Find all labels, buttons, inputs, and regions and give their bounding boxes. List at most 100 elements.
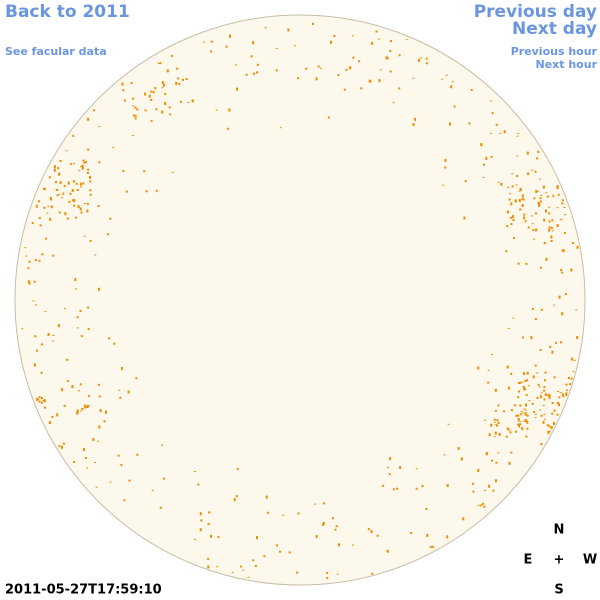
facula <box>556 186 559 190</box>
facula <box>279 127 282 129</box>
back-link[interactable]: Back to 2011 <box>5 2 130 22</box>
facula <box>215 109 218 111</box>
facula <box>543 218 546 222</box>
facula <box>62 192 65 195</box>
facula <box>382 484 385 487</box>
facula <box>108 337 111 340</box>
facula <box>551 219 554 222</box>
next-hour-link[interactable]: Next hour <box>536 58 598 71</box>
compass-center: + <box>554 553 565 568</box>
facula <box>539 200 542 203</box>
facula <box>530 215 533 217</box>
facula <box>533 411 536 413</box>
facula <box>450 85 453 89</box>
facula <box>95 486 98 488</box>
facula <box>492 489 495 492</box>
facula <box>556 402 559 404</box>
facula <box>75 182 78 185</box>
facula <box>233 498 236 502</box>
facula <box>491 354 493 355</box>
facula <box>314 503 317 505</box>
facula <box>35 304 37 306</box>
facula <box>89 239 92 242</box>
facula <box>517 414 520 417</box>
facula <box>378 38 381 40</box>
facula <box>40 401 43 404</box>
facula <box>132 97 135 100</box>
facula <box>480 143 483 147</box>
facula <box>449 122 451 126</box>
facula <box>417 58 420 62</box>
next-day-link[interactable]: Next day <box>512 19 597 39</box>
facula <box>561 312 564 316</box>
facula <box>503 410 505 413</box>
facula <box>98 395 101 398</box>
facula <box>122 170 125 172</box>
facula <box>521 381 524 383</box>
facula <box>326 572 329 574</box>
facula <box>79 207 82 211</box>
previous-day-link[interactable]: Previous day <box>474 2 597 22</box>
facula <box>252 559 255 562</box>
facula <box>247 576 250 578</box>
facula <box>40 371 43 374</box>
facula <box>464 180 467 183</box>
facula <box>538 178 541 180</box>
facula <box>349 66 352 70</box>
facula <box>46 212 49 214</box>
facula <box>482 176 485 178</box>
facula <box>58 211 61 214</box>
facula <box>56 189 59 191</box>
facula <box>513 237 516 239</box>
compass-east: E <box>524 553 533 568</box>
facula <box>539 395 542 399</box>
facula <box>576 336 579 339</box>
facula <box>543 242 546 244</box>
facula <box>495 123 498 126</box>
facula <box>539 349 542 351</box>
facula <box>327 116 330 119</box>
facula <box>389 40 392 42</box>
facula <box>477 504 480 506</box>
facula <box>545 192 548 194</box>
facula <box>89 189 92 192</box>
facula <box>150 98 153 101</box>
facula <box>497 404 500 407</box>
facula <box>518 382 520 384</box>
compass-north: N <box>554 523 565 538</box>
facula <box>177 77 180 80</box>
facula <box>412 77 415 79</box>
facula <box>109 481 112 483</box>
facula <box>553 304 556 306</box>
facular-link[interactable]: See facular data <box>5 45 107 58</box>
facula <box>527 172 529 175</box>
facula <box>414 117 417 121</box>
facula <box>86 406 89 408</box>
facula <box>387 467 389 469</box>
facula <box>518 390 520 393</box>
timestamp: 2011-05-27T17:59:10 <box>5 583 162 598</box>
facula <box>82 159 85 162</box>
facula <box>494 409 497 412</box>
previous-hour-link[interactable]: Previous hour <box>511 45 598 58</box>
facula <box>534 318 537 321</box>
facula <box>491 112 494 115</box>
facula <box>77 205 80 209</box>
facula <box>144 92 147 96</box>
facula <box>80 166 83 167</box>
facula <box>83 404 86 406</box>
facula <box>187 102 190 104</box>
facula <box>145 110 148 112</box>
facula <box>512 219 515 221</box>
facula <box>488 484 491 488</box>
facula <box>538 386 541 388</box>
facula <box>52 340 55 342</box>
facula <box>27 280 30 284</box>
facula <box>367 528 370 531</box>
facula <box>185 78 188 80</box>
facula <box>40 343 43 346</box>
facula <box>412 123 415 127</box>
facula <box>518 199 521 203</box>
facula <box>521 194 524 198</box>
facula <box>67 181 70 185</box>
